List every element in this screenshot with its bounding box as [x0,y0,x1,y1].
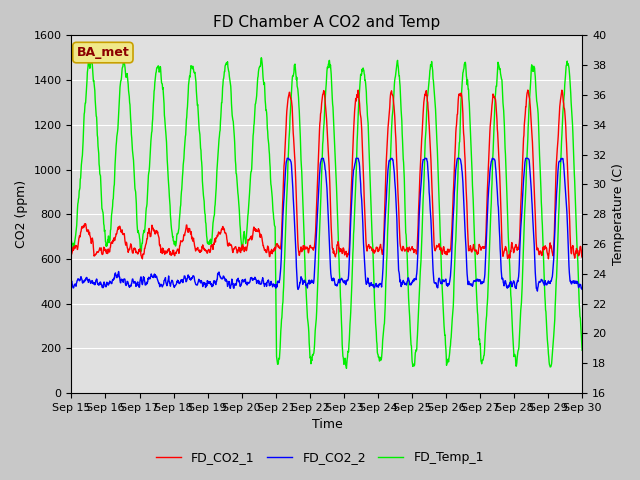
Line: FD_Temp_1: FD_Temp_1 [72,58,582,368]
Text: BA_met: BA_met [77,46,129,59]
Line: FD_CO2_1: FD_CO2_1 [72,90,582,259]
Y-axis label: Temperature (C): Temperature (C) [612,163,625,265]
Title: FD Chamber A CO2 and Temp: FD Chamber A CO2 and Temp [213,15,440,30]
Legend: FD_CO2_1, FD_CO2_2, FD_Temp_1: FD_CO2_1, FD_CO2_2, FD_Temp_1 [151,446,489,469]
Line: FD_CO2_2: FD_CO2_2 [72,158,582,291]
Y-axis label: CO2 (ppm): CO2 (ppm) [15,180,28,248]
X-axis label: Time: Time [312,419,342,432]
